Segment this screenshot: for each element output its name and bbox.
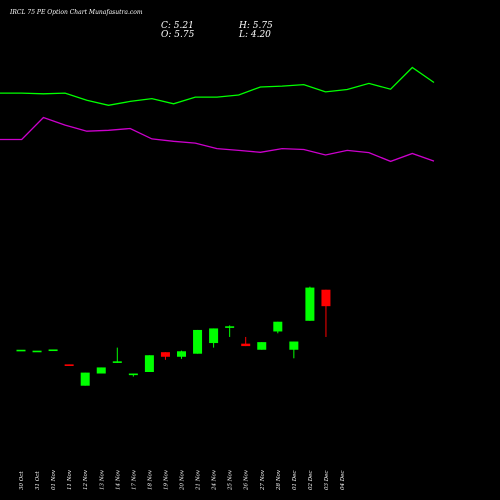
x-axis-labels: 30 Oct 31 Oct 01 Nov 11 Nov 12 Nov 13 Nov 14 N… (19, 469, 346, 491)
candle-body (160, 352, 170, 357)
x-tick-label: 28 Nov (276, 469, 282, 491)
x-tick-label: 04 Dec (340, 471, 346, 491)
open-value: O: 5.75 (161, 30, 195, 40)
x-tick-label: 01 Nov (51, 469, 57, 490)
candle-body (225, 326, 235, 328)
x-tick-label: 31 Oct (35, 471, 41, 490)
chart-title: IRCL 75 PE Option Chart Munafasutra.com (10, 9, 143, 16)
candle-body (128, 373, 138, 376)
lower-line-series (0, 116, 435, 163)
candle (160, 352, 170, 360)
x-tick-label: 17 Nov (131, 469, 137, 490)
candle (241, 336, 251, 347)
candle (177, 350, 186, 359)
candle (80, 372, 90, 386)
x-tick-label: 01 Dec (292, 471, 298, 491)
close-value: C: 5.21 (161, 21, 194, 31)
candle-body (257, 342, 267, 350)
candle (144, 355, 154, 372)
candle (273, 321, 283, 334)
upper-line-series (0, 66, 435, 106)
candle (193, 329, 203, 354)
x-tick-label: 21 Nov (196, 469, 202, 491)
x-tick-label: 24 Nov (212, 469, 218, 491)
x-tick-label: 25 Nov (228, 469, 234, 491)
candle (32, 350, 42, 353)
candle (64, 364, 74, 366)
candle-body (305, 287, 315, 321)
candle-body (321, 289, 331, 307)
candle (257, 342, 267, 350)
candle-body (241, 343, 251, 347)
candle-body (209, 328, 219, 344)
candle-body (273, 321, 283, 332)
x-tick-label: 30 Oct (19, 471, 25, 490)
x-tick-label: 18 Nov (147, 469, 153, 490)
candle (321, 289, 331, 337)
candle (289, 341, 299, 359)
indicator-lines (0, 66, 435, 163)
candle (225, 325, 235, 337)
candle-body (96, 367, 106, 374)
candle (112, 347, 122, 363)
candle-body (48, 349, 58, 352)
low-value: L: 4.20 (239, 30, 271, 40)
candles (16, 286, 331, 386)
candle-body (64, 364, 74, 366)
x-tick-label: 12 Nov (83, 469, 89, 490)
candle (96, 367, 106, 374)
candle-body (32, 350, 42, 353)
candle (48, 349, 58, 352)
x-tick-label: 20 Nov (180, 469, 186, 491)
x-tick-label: 27 Nov (260, 469, 266, 491)
candle-body (80, 372, 90, 386)
x-tick-label: 11 Nov (67, 469, 73, 490)
x-tick-label: 26 Nov (244, 469, 250, 491)
x-tick-label: 03 Dec (324, 471, 330, 491)
candle (128, 373, 138, 377)
x-tick-label: 19 Nov (163, 469, 169, 490)
x-tick-label: 14 Nov (115, 469, 121, 490)
candle-body (193, 329, 203, 354)
candle (305, 286, 315, 321)
high-value: H: 5.75 (239, 21, 273, 31)
x-tick-label: 02 Dec (308, 471, 314, 491)
candle (16, 349, 26, 352)
candle-body (112, 361, 122, 363)
x-tick-label: 13 Nov (99, 469, 105, 490)
candle-body (16, 349, 26, 352)
candle-body (177, 351, 186, 357)
candle (209, 328, 219, 348)
candle-body (144, 355, 154, 372)
candle-body (289, 341, 299, 350)
